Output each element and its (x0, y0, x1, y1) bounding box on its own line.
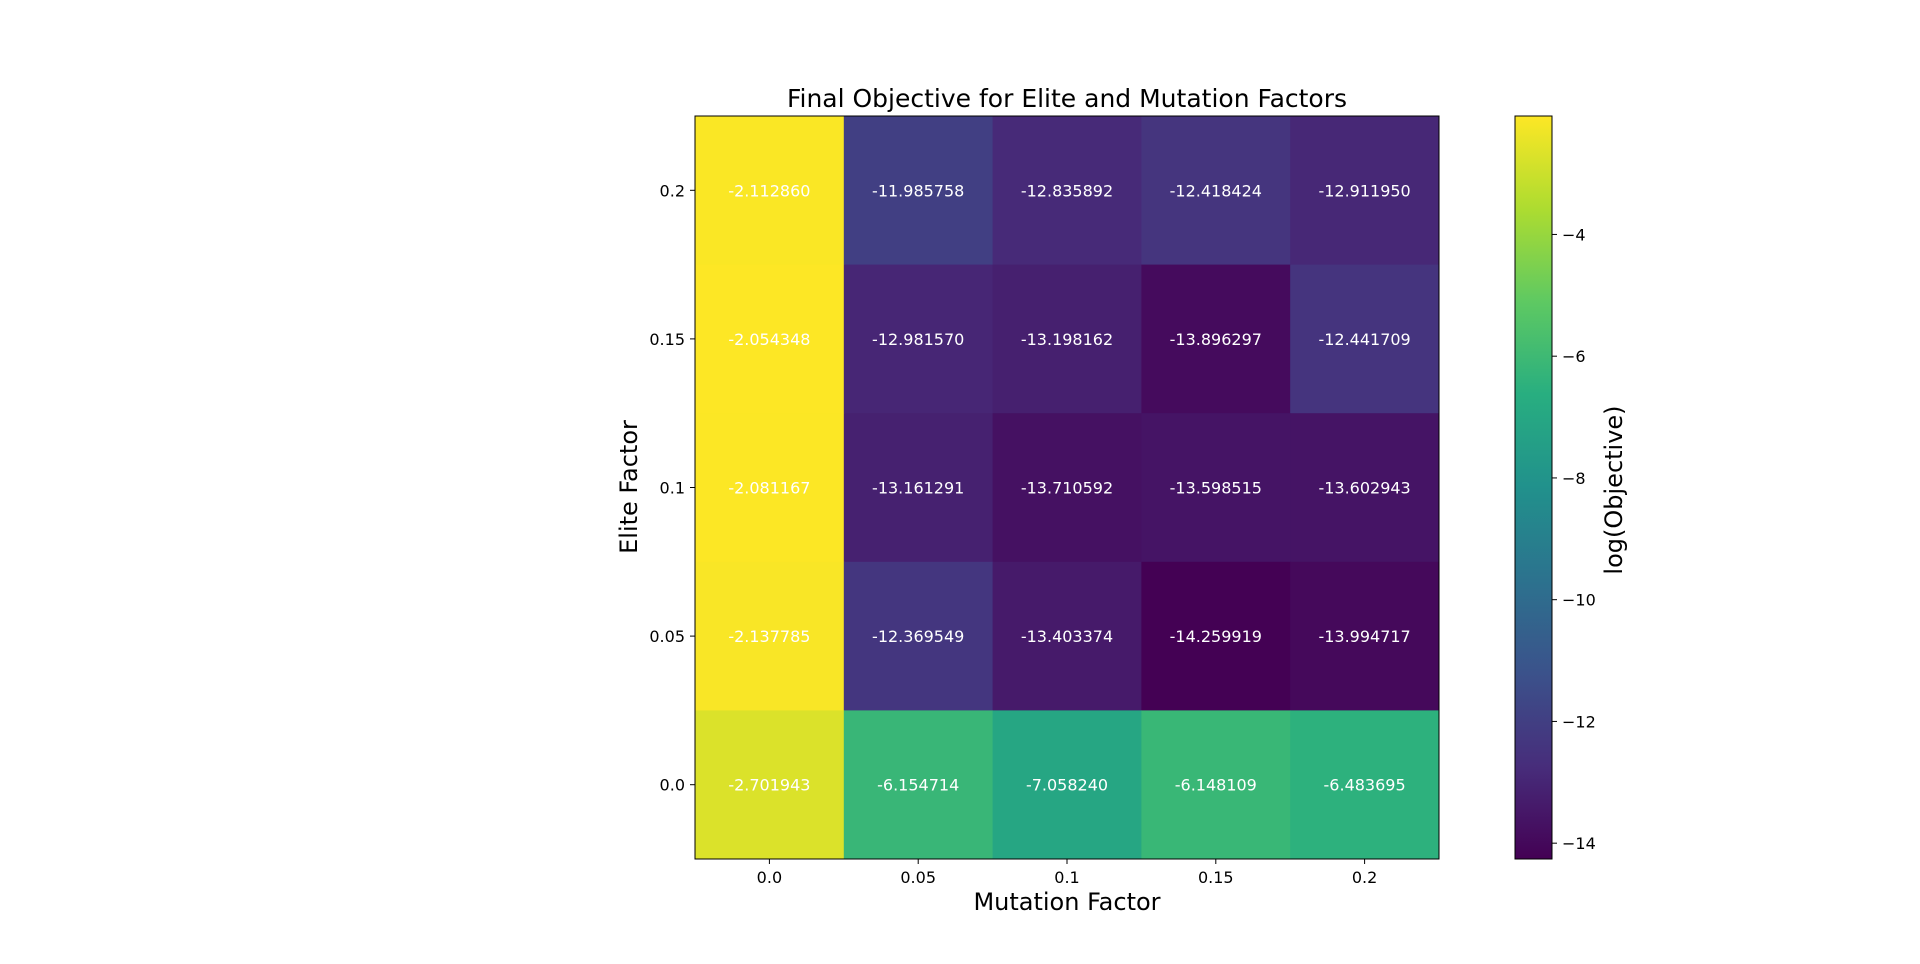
y-tick-label: 0.0 (660, 776, 685, 795)
heatmap-cell (1290, 710, 1440, 860)
heatmap-cell (843, 413, 994, 563)
x-axis-label: Mutation Factor (973, 888, 1160, 916)
y-tick-label: 0.15 (649, 330, 685, 349)
y-tick-label: 0.05 (649, 627, 685, 646)
colorbar-tick-label: −14 (1562, 834, 1596, 853)
heatmap-cell (1290, 264, 1440, 414)
y-axis-ticks: 0.2 0.15 0.1 0.05 0.0 (649, 181, 695, 795)
cell-value-label: -2.112860 (728, 181, 810, 200)
heatmap-cell (1141, 561, 1291, 711)
heatmap-cell (1141, 116, 1291, 266)
cell-value-label: -14.259919 (1170, 627, 1262, 646)
heatmap-cell (843, 710, 994, 860)
heatmap-cell (1141, 264, 1291, 414)
cell-value-label: -2.137785 (728, 627, 810, 646)
cell-value-label: -13.598515 (1170, 479, 1262, 498)
heatmap-cell (843, 264, 994, 414)
colorbar-tick-label: −6 (1562, 347, 1586, 366)
heatmap-cell (843, 561, 994, 711)
heatmap-cell (843, 116, 994, 266)
y-tick-label: 0.1 (660, 479, 685, 498)
x-tick-label: 0.15 (1198, 868, 1234, 887)
heatmap-cell (1290, 116, 1440, 266)
heatmap-cell (695, 561, 845, 711)
cell-value-label: -6.483695 (1324, 776, 1406, 795)
cell-value-label: -12.911950 (1318, 181, 1410, 200)
x-tick-label: 0.2 (1352, 868, 1377, 887)
cell-value-label: -13.710592 (1021, 479, 1113, 498)
heatmap-cells (695, 116, 1440, 860)
cell-value-label: -12.418424 (1170, 181, 1262, 200)
colorbar-tick-label: −4 (1562, 225, 1586, 244)
heatmap-cell (992, 710, 1142, 860)
heatmap-cell (695, 413, 845, 563)
cell-value-label: -13.896297 (1170, 330, 1262, 349)
cell-value-label: -13.994717 (1318, 627, 1410, 646)
y-tick-label: 0.2 (660, 181, 685, 200)
cell-value-label: -13.161291 (872, 479, 964, 498)
x-tick-label: 0.0 (757, 868, 782, 887)
cell-value-label: -6.154714 (877, 776, 959, 795)
x-tick-label: 0.1 (1054, 868, 1079, 887)
heatmap-cell (992, 413, 1142, 563)
cell-value-label: -2.054348 (728, 330, 810, 349)
colorbar-tick-label: −12 (1562, 712, 1596, 731)
cell-value-label: -13.198162 (1021, 330, 1113, 349)
chart-title: Final Objective for Elite and Mutation F… (787, 84, 1347, 113)
cell-value-label: -11.985758 (872, 181, 964, 200)
heatmap-cell (992, 561, 1142, 711)
cell-value-label: -12.441709 (1318, 330, 1410, 349)
cell-value-label: -13.602943 (1318, 479, 1410, 498)
cell-value-label: -2.081167 (728, 479, 810, 498)
heatmap-cell (695, 116, 845, 266)
cell-value-label: -12.835892 (1021, 181, 1113, 200)
colorbar (1514, 115, 1553, 860)
heatmap-cell (992, 116, 1142, 266)
colorbar-tick-label: −10 (1562, 591, 1596, 610)
heatmap-cell (695, 264, 845, 414)
cell-value-label: -13.403374 (1021, 627, 1113, 646)
heatmap-cell (1141, 413, 1291, 563)
colorbar-label: log(Objective) (1600, 405, 1628, 574)
heatmap-cell (695, 710, 845, 860)
heatmap-cell (1290, 561, 1440, 711)
heatmap-cell (1141, 710, 1291, 860)
y-axis-label: Elite Factor (615, 420, 643, 554)
heatmap-cell (992, 264, 1142, 414)
heatmap-cell-labels: -2.112860 -11.985758 -12.835892 -12.418424 -… (728, 181, 1410, 794)
cell-value-label: -12.981570 (872, 330, 964, 349)
cell-value-label: -7.058240 (1026, 776, 1108, 795)
colorbar-ticks: −4 −6 −8 −10 −12 −14 (1552, 225, 1596, 853)
cell-value-label: -12.369549 (872, 627, 964, 646)
cell-value-label: -2.701943 (728, 776, 810, 795)
x-tick-label: 0.05 (900, 868, 936, 887)
colorbar-tick-label: −8 (1562, 469, 1586, 488)
heatmap-cell (1290, 413, 1440, 563)
cell-value-label: -6.148109 (1175, 776, 1257, 795)
x-axis-ticks: 0.0 0.05 0.1 0.15 0.2 (757, 859, 1377, 887)
